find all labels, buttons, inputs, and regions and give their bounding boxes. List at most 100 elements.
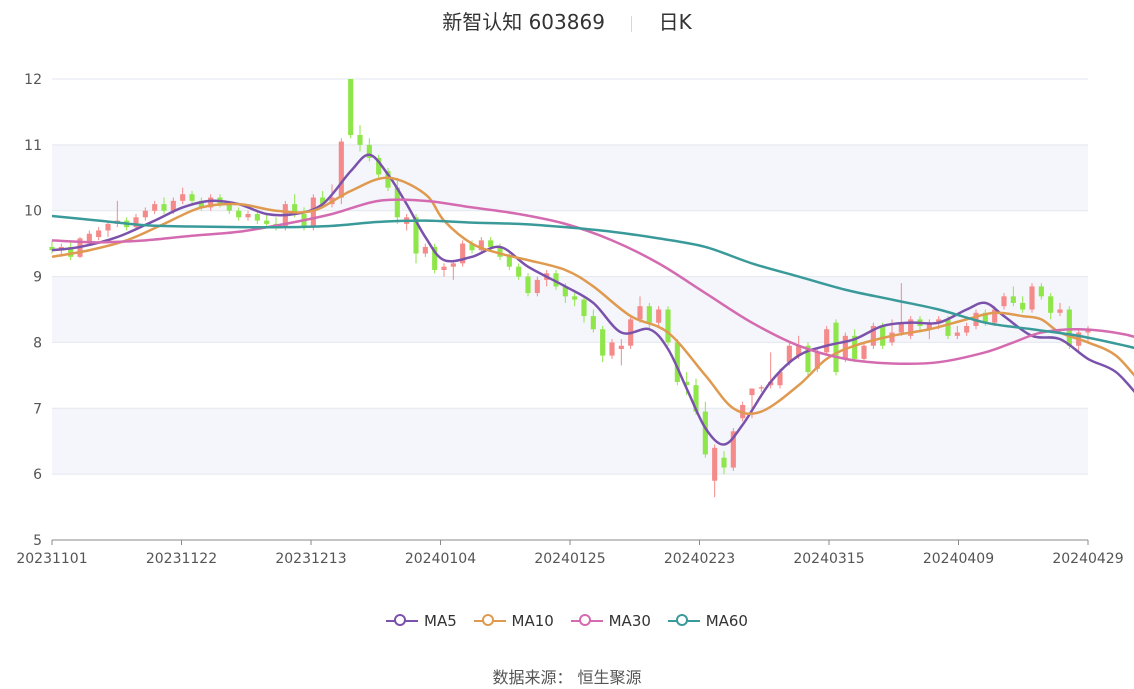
candle-body <box>366 144 372 159</box>
candle <box>674 339 680 386</box>
legend-ma60-marker <box>667 614 700 628</box>
candle <box>758 385 764 392</box>
candle-body <box>441 266 447 270</box>
candle-body <box>292 204 298 215</box>
candle-body <box>805 345 811 373</box>
candle-body <box>833 322 839 373</box>
candle <box>1001 293 1007 310</box>
candle-body <box>516 266 522 277</box>
candle-body <box>413 217 419 254</box>
candle-body <box>889 332 895 343</box>
candle <box>1066 306 1072 350</box>
legend-ma5-marker <box>386 614 418 628</box>
legend-ma10[interactable]: MA10 <box>473 612 554 630</box>
candle-body <box>842 335 848 359</box>
stock-name: 新智认知 603869 <box>442 10 605 34</box>
candle <box>534 276 540 297</box>
candle-body <box>310 197 316 228</box>
candle-body <box>450 263 456 267</box>
candle <box>824 325 830 356</box>
candle <box>105 220 111 238</box>
legend-ma10-label: MA10 <box>511 612 554 630</box>
candle-body <box>814 352 820 369</box>
candle-body <box>861 345 867 359</box>
candle-body <box>376 158 382 175</box>
candle <box>581 296 587 323</box>
candle <box>404 214 410 231</box>
candle-body <box>702 411 708 455</box>
candle-body <box>786 345 792 363</box>
candle <box>964 322 970 336</box>
candle-body <box>208 197 214 208</box>
legend-ma30-circle <box>578 614 591 626</box>
candle <box>450 260 456 280</box>
y-tick-label: 12 <box>24 72 42 88</box>
legend-ma30-label: MA30 <box>608 612 651 630</box>
candle-body <box>684 381 690 386</box>
candle-body <box>852 335 858 359</box>
candle <box>1048 293 1054 320</box>
candle <box>245 210 251 221</box>
candle-body <box>236 210 242 218</box>
ma-line-ma60 <box>51 214 1134 350</box>
candle <box>842 332 848 363</box>
candle-body <box>880 325 886 346</box>
x-tick-label: 20240315 <box>793 551 864 567</box>
legend-ma10-circle <box>481 614 494 626</box>
candle-body <box>712 447 718 481</box>
candle-body <box>637 306 643 320</box>
candle-body <box>824 329 830 353</box>
candle-body <box>226 204 232 211</box>
candle-body <box>1020 302 1026 310</box>
candle-body <box>422 246 428 254</box>
x-tick-label: 20240409 <box>923 551 994 567</box>
candle-body <box>170 200 176 211</box>
candle <box>590 309 596 333</box>
candle <box>656 306 662 326</box>
candle <box>1029 283 1035 313</box>
candle-body <box>96 230 102 238</box>
candle <box>516 263 522 280</box>
candle-body <box>730 431 736 468</box>
candle <box>1038 283 1044 300</box>
x-tick-label: 20231213 <box>275 551 346 567</box>
candle <box>142 207 148 221</box>
candle <box>730 428 736 471</box>
candle-body <box>777 372 783 386</box>
candle <box>665 306 671 346</box>
candle-body <box>964 325 970 333</box>
candle <box>712 444 718 498</box>
candle <box>600 325 606 363</box>
candle <box>525 273 531 297</box>
legend-ma5[interactable]: MA5 <box>386 612 457 630</box>
candle <box>572 293 578 307</box>
candle <box>908 316 914 340</box>
candle <box>161 197 167 215</box>
candle <box>460 240 466 267</box>
legend-ma60[interactable]: MA60 <box>667 612 748 630</box>
candle <box>1010 286 1016 307</box>
title-divider <box>631 15 633 32</box>
candle-body <box>49 246 55 251</box>
candle <box>254 210 260 224</box>
candle <box>432 243 438 274</box>
candle-body <box>432 246 438 270</box>
candle <box>954 325 960 340</box>
candle-body <box>180 194 186 201</box>
candle-body <box>86 233 92 244</box>
candle-body <box>581 299 587 317</box>
kline-chart: 5 6 7 8 9 10 11 12 20231101 20231122 20231213 2024… <box>16 72 1134 567</box>
candle <box>898 283 904 336</box>
candle-body <box>161 204 167 211</box>
candle-body <box>142 210 148 218</box>
candle <box>366 138 372 162</box>
candle-body <box>562 286 568 297</box>
candle-body <box>1029 286 1035 310</box>
grid-band <box>52 276 1088 343</box>
candle-body <box>796 345 802 356</box>
legend-ma30[interactable]: MA30 <box>570 612 651 630</box>
candle <box>133 214 139 231</box>
candle <box>1057 302 1063 317</box>
candle <box>310 194 316 231</box>
candle-body <box>497 246 503 257</box>
